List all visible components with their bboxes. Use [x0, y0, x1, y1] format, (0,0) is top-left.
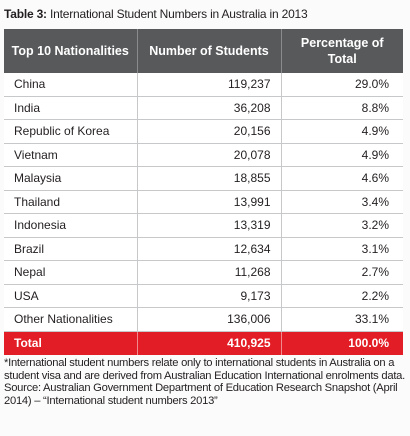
nationality-cell: China [4, 73, 138, 97]
nationality-cell: Thailand [4, 190, 138, 214]
source-text: Source: Australian Government Department… [4, 382, 398, 407]
table-row: USA 9,173 2.2% [4, 284, 403, 308]
caption-title: International Student Numbers in Austral… [50, 7, 308, 21]
table-row: China 119,237 29.0% [4, 73, 403, 97]
nationality-cell: Vietnam [4, 143, 138, 167]
students-cell: 13,319 [137, 213, 282, 238]
total-percentage-cell: 100.0% [281, 331, 403, 355]
table-row: Thailand 13,991 3.4% [4, 190, 403, 214]
table-row: Republic of Korea 20,156 4.9% [4, 119, 403, 144]
students-cell: 12,634 [137, 237, 282, 261]
table-row: Indonesia 13,319 3.2% [4, 213, 403, 238]
percentage-cell: 4.9% [281, 119, 403, 144]
table-row: Other Nationalities 136,006 33.1% [4, 307, 403, 332]
caption-label: Table 3: [4, 7, 47, 21]
total-students-cell: 410,925 [137, 331, 282, 355]
students-cell: 136,006 [137, 307, 282, 332]
table-row: Brazil 12,634 3.1% [4, 237, 403, 261]
students-cell: 11,268 [137, 260, 282, 285]
nationality-cell: Nepal [4, 260, 138, 285]
percentage-cell: 4.9% [281, 143, 403, 167]
students-cell: 36,208 [137, 96, 282, 120]
students-cell: 18,855 [137, 166, 282, 191]
nationality-cell: USA [4, 284, 138, 308]
percentage-cell: 3.1% [281, 237, 403, 261]
students-cell: 20,078 [137, 143, 282, 167]
percentage-cell: 4.6% [281, 166, 403, 191]
table-row: India 36,208 8.8% [4, 96, 403, 120]
table-notes: *International student numbers relate on… [4, 357, 406, 407]
percentage-cell: 29.0% [281, 73, 403, 97]
table-row: Vietnam 20,078 4.9% [4, 143, 403, 167]
nationality-cell: Other Nationalities [4, 307, 138, 332]
students-cell: 20,156 [137, 119, 282, 144]
student-numbers-table: Top 10 Nationalities Number of Students … [4, 29, 403, 355]
percentage-cell: 3.2% [281, 213, 403, 238]
footnote-text: *International student numbers relate on… [4, 357, 406, 382]
students-cell: 119,237 [137, 73, 282, 97]
table-row: Nepal 11,268 2.7% [4, 260, 403, 285]
nationality-cell: Republic of Korea [4, 119, 138, 144]
nationality-cell: Malaysia [4, 166, 138, 191]
nationality-cell: Brazil [4, 237, 138, 261]
percentage-cell: 2.2% [281, 284, 403, 308]
nationality-cell: Indonesia [4, 213, 138, 238]
header-percentage: Percentage of Total [281, 29, 403, 73]
percentage-cell: 33.1% [281, 307, 403, 332]
nationality-cell: India [4, 96, 138, 120]
table-row: Malaysia 18,855 4.6% [4, 166, 403, 191]
students-cell: 9,173 [137, 284, 282, 308]
table-header-row: Top 10 Nationalities Number of Students … [4, 29, 403, 73]
percentage-cell: 3.4% [281, 190, 403, 214]
table-caption: Table 3: International Student Numbers i… [4, 7, 308, 21]
header-number-of-students: Number of Students [137, 29, 282, 73]
total-label-cell: Total [4, 331, 138, 355]
percentage-cell: 8.8% [281, 96, 403, 120]
percentage-cell: 2.7% [281, 260, 403, 285]
students-cell: 13,991 [137, 190, 282, 214]
total-row: Total 410,925 100.0% [4, 331, 403, 355]
header-nationalities: Top 10 Nationalities [4, 29, 138, 73]
